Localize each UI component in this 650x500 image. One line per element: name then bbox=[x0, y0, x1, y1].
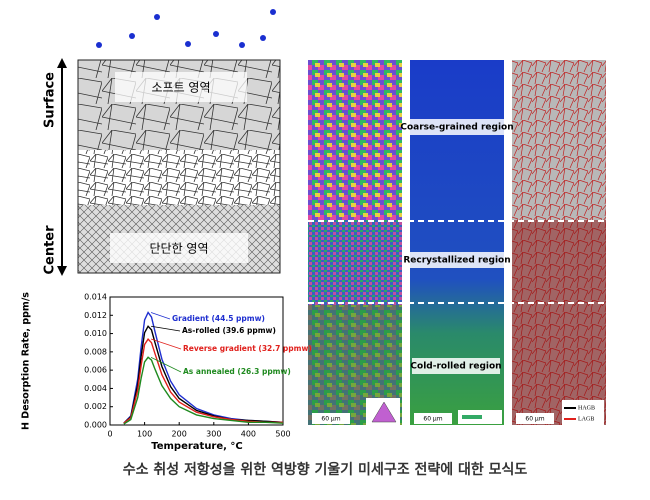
soft-region: 소프트 영역 bbox=[151, 81, 210, 95]
series-label: Reverse gradient (32.7 ppmw) bbox=[183, 344, 312, 353]
y-tick-label: 0.000 bbox=[84, 421, 107, 430]
x-axis-label: Temperature, °C bbox=[151, 441, 243, 452]
ipf-fine bbox=[308, 220, 402, 305]
series-label: As-rolled (39.6 ppmw) bbox=[182, 326, 276, 335]
series-label: As annealed (26.3 ppmw) bbox=[183, 367, 291, 376]
y-tick-label: 0.008 bbox=[84, 347, 107, 356]
series-label: Gradient (44.5 ppmw) bbox=[172, 314, 265, 323]
label-box bbox=[412, 358, 500, 374]
annotation-arrow bbox=[150, 356, 182, 373]
tds-chart: Temperature, °C H Desorption Rate, ppm/s… bbox=[21, 292, 312, 452]
y-axis-label: H Desorption Rate, ppm/s bbox=[21, 292, 32, 430]
annotation-arrow bbox=[150, 338, 182, 350]
x-tick-label: 400 bbox=[241, 430, 256, 439]
label-box bbox=[405, 252, 509, 268]
y-tick-label: 0.004 bbox=[84, 384, 107, 393]
scale-box bbox=[414, 413, 452, 424]
y-tick-label: 0.002 bbox=[84, 402, 107, 411]
region-label: Recrystallized region bbox=[403, 256, 510, 266]
region-label: Coarse-grained region bbox=[400, 123, 513, 133]
mid-grains bbox=[78, 150, 280, 205]
label-box bbox=[405, 119, 509, 135]
micrographs: Coarse-grained region Recrystallized reg… bbox=[308, 60, 606, 425]
y-tick-label: 0.006 bbox=[84, 366, 107, 375]
y-tick-label: 0.014 bbox=[84, 293, 107, 302]
legend-label: HAGB bbox=[578, 405, 595, 411]
scale-bar: 60 μm bbox=[321, 416, 340, 423]
label-box bbox=[115, 72, 247, 102]
hard-region: 단단한 영역 bbox=[149, 242, 208, 256]
annotation-arrow bbox=[150, 312, 171, 320]
scale-bar: 60 μm bbox=[525, 416, 544, 423]
x-tick-label: 0 bbox=[107, 430, 112, 439]
scale-box bbox=[312, 413, 350, 424]
scale-box bbox=[516, 413, 554, 424]
region-label: Cold-rolled region bbox=[410, 362, 501, 372]
center-label: Center bbox=[43, 225, 58, 275]
gb-dense bbox=[512, 220, 606, 425]
legend-label: LAGB bbox=[578, 416, 594, 422]
surface-label: Surface bbox=[43, 72, 58, 128]
kam-colorbar bbox=[462, 415, 482, 419]
schematic-frame bbox=[77, 59, 281, 274]
ipf-triangle bbox=[371, 401, 397, 423]
x-tick-label: 500 bbox=[275, 430, 290, 439]
series-line bbox=[123, 356, 284, 425]
gb-legend bbox=[562, 400, 604, 425]
series-line bbox=[123, 337, 283, 424]
y-tick-label: 0.010 bbox=[84, 329, 107, 338]
caption: 수소 취성 저항성을 위한 역방향 기울기 미세구조 전략에 대한 모식도 bbox=[123, 461, 528, 478]
x-tick-label: 300 bbox=[206, 430, 221, 439]
plot-frame bbox=[109, 296, 284, 426]
y-tick-label: 0.012 bbox=[84, 311, 107, 320]
x-tick-label: 100 bbox=[137, 430, 152, 439]
schematic: 소프트 영역 단단한 영역 Surface Center bbox=[43, 9, 281, 276]
scale-bar: 60 μm bbox=[423, 416, 442, 423]
label-box bbox=[110, 233, 248, 263]
x-tick-label: 200 bbox=[172, 430, 187, 439]
annotation-arrow bbox=[150, 325, 181, 332]
